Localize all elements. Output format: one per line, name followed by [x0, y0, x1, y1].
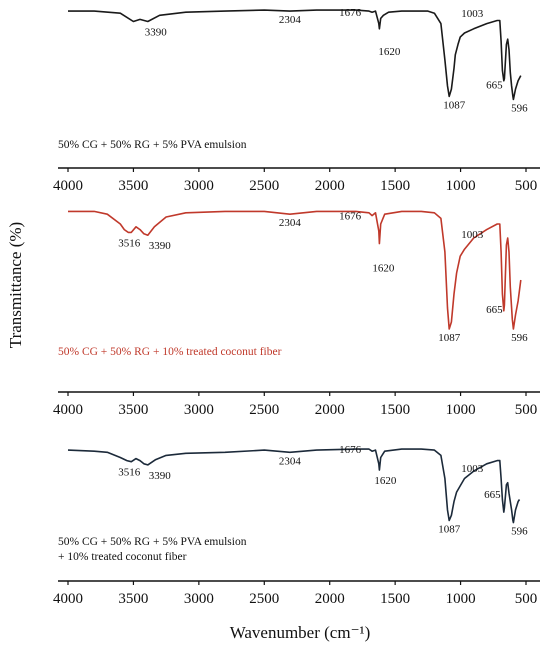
x-tick-label: 500 [515, 402, 538, 418]
y-axis-title: Transmittance (%) [6, 222, 25, 348]
x-tick-label: 1000 [446, 402, 476, 418]
peak-label: 1003 [461, 229, 484, 241]
x-tick-label: 4000 [53, 178, 83, 194]
peak-label: 1087 [438, 524, 461, 536]
x-tick-label: 3500 [118, 178, 148, 194]
x-tick-label: 3000 [184, 178, 214, 194]
peak-label: 665 [486, 304, 503, 316]
peak-label: 3516 [118, 467, 141, 479]
peak-label: 596 [511, 526, 528, 538]
peak-label: 1676 [339, 7, 362, 19]
x-axis-title: Wavenumber (cm⁻¹) [230, 623, 371, 642]
x-tick-label: 1000 [446, 178, 476, 194]
x-tick-label: 1500 [380, 402, 410, 418]
peak-label: 1003 [461, 463, 484, 475]
peak-label: 665 [484, 489, 501, 501]
x-tick-label: 1000 [446, 591, 476, 607]
peak-label: 2304 [279, 455, 302, 467]
x-tick-label: 3000 [184, 402, 214, 418]
peak-label: 3516 [118, 237, 141, 249]
peak-label: 3390 [149, 240, 172, 252]
peak-label: 665 [486, 80, 503, 92]
peak-label: 1676 [339, 444, 362, 456]
spectrum-line [68, 9, 522, 101]
spectrum-panel-3: 3516 3390 2304 1676 1620 1087 1003 665 596 50% CG… [53, 444, 540, 607]
legend-label: 50% CG + 50% RG + 5% PVA emulsion [58, 536, 247, 548]
peak-label: 1620 [374, 475, 397, 487]
peak-label: 3390 [145, 27, 168, 39]
x-tick-label: 3500 [118, 591, 148, 607]
x-tick-label: 1500 [380, 178, 410, 194]
peak-label: 596 [511, 332, 528, 344]
peak-label: 2304 [279, 14, 302, 26]
x-tick-label: 2500 [249, 402, 279, 418]
x-tick-label: 2500 [249, 591, 279, 607]
spectrum-panel-2: 3516 3390 2304 1676 1620 1087 1003 665 596 50% CG… [53, 210, 540, 418]
spectrum-panel-1: 3390 2304 1676 1620 1087 1003 665 596 50% CG + 5… [53, 7, 540, 194]
x-tick-label: 4000 [53, 402, 83, 418]
peak-label: 1676 [339, 211, 362, 223]
peak-label: 596 [511, 103, 528, 115]
peak-label: 2304 [279, 217, 302, 229]
peak-label: 1087 [443, 99, 466, 111]
legend-label: 50% CG + 50% RG + 5% PVA emulsion [58, 139, 247, 151]
x-tick-label: 2000 [315, 591, 345, 607]
legend-label: 50% CG + 50% RG + 10% treated coconut fi… [58, 346, 282, 358]
x-tick-label: 4000 [53, 591, 83, 607]
peak-label: 1620 [378, 46, 401, 58]
spectrum-line [68, 210, 522, 330]
peak-label: 1620 [372, 263, 395, 275]
x-tick-label: 3500 [118, 402, 148, 418]
x-tick-label: 2000 [315, 402, 345, 418]
legend-label: + 10% treated coconut fiber [58, 551, 187, 563]
peak-label: 1087 [438, 332, 461, 344]
x-tick-label: 500 [515, 178, 538, 194]
x-tick-label: 2000 [315, 178, 345, 194]
x-tick-label: 1500 [380, 591, 410, 607]
spectrum-line [67, 448, 521, 524]
x-tick-label: 3000 [184, 591, 214, 607]
x-tick-label: 500 [515, 591, 538, 607]
peak-label: 1003 [461, 8, 484, 20]
x-tick-label: 2500 [249, 178, 279, 194]
peak-label: 3390 [149, 470, 172, 482]
